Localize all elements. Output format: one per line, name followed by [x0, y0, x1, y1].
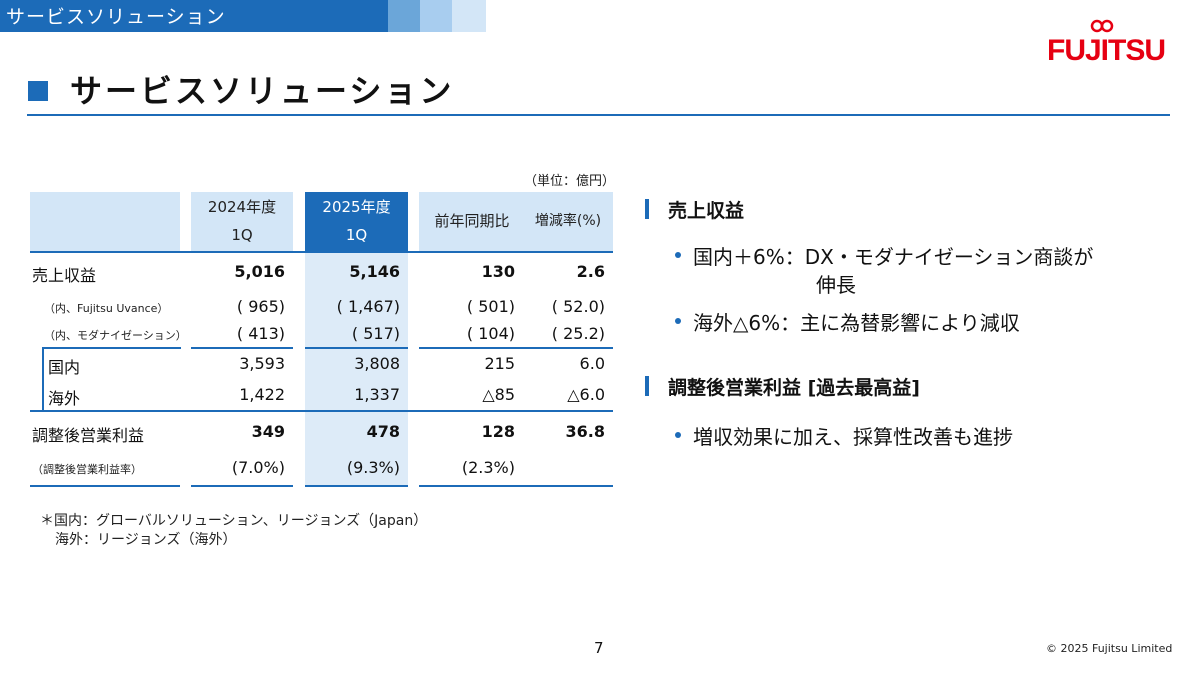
- modernization-2024: ( 413): [236, 324, 285, 343]
- uvance-yoy: ( 501): [466, 297, 515, 316]
- logo-text: FUJITSU: [1047, 34, 1166, 67]
- domestic-2025: 3,808: [354, 354, 400, 373]
- page-number: 7: [594, 639, 604, 657]
- op-profit-yoy: 128: [481, 422, 515, 441]
- bullet-icon: [675, 432, 681, 438]
- bullet-overseas: 海外△6%：主に為替影響により減収: [693, 311, 1020, 335]
- header-decor-block: [420, 0, 452, 32]
- row-label-modernization: （内、モダナイゼーション）: [44, 329, 187, 342]
- section-heading-revenue: 売上収益: [668, 200, 745, 222]
- title-rule: [27, 114, 1170, 116]
- modernization-rate: ( 25.2): [551, 324, 605, 343]
- row-label-adjusted-op-profit: 調整後営業利益: [32, 426, 145, 445]
- table-bottom-rule: [305, 485, 408, 487]
- section-heading-op-profit: 調整後営業利益 [過去最高益]: [668, 377, 920, 399]
- overseas-2025: 1,337: [354, 385, 400, 404]
- revenue-rate: 2.6: [576, 262, 605, 281]
- header-2025-year: 2025年度: [322, 198, 391, 216]
- row-rule: [305, 347, 408, 349]
- op-margin-yoy: (2.3%): [461, 458, 515, 477]
- op-profit-2024: 349: [251, 422, 285, 441]
- header-2025-cell: [305, 192, 408, 252]
- row-label-domestic: 国内: [48, 358, 81, 377]
- header-2024-year: 2024年度: [207, 198, 277, 216]
- table-header-rule: [30, 251, 613, 253]
- fujitsu-logo: FUJITSU: [1047, 16, 1167, 67]
- header-tab-label: サービスソリューション: [6, 6, 226, 28]
- row-label-revenue: 売上収益: [32, 266, 97, 285]
- revenue-2025: 5,146: [349, 262, 400, 281]
- header-growth-rate: 増減率(%): [534, 213, 602, 229]
- op-margin-2025: (9.3%): [346, 458, 400, 477]
- bullet-icon: [675, 252, 681, 258]
- row-label-uvance: （内、Fujitsu Uvance）: [44, 302, 169, 315]
- uvance-2024: ( 965): [236, 297, 285, 316]
- op-profit-rate: 36.8: [565, 422, 605, 441]
- overseas-rate: △6.0: [567, 385, 605, 404]
- row-label-overseas: 海外: [48, 389, 81, 408]
- op-margin-2024: (7.0%): [231, 458, 285, 477]
- header-2024-cell: [191, 192, 293, 252]
- domestic-yoy: 215: [484, 354, 515, 373]
- page-title: サービスソリューション: [70, 72, 455, 110]
- header-2025-quarter: 1Q: [345, 226, 368, 244]
- header-decor-block: [388, 0, 420, 32]
- row-rule: [419, 347, 613, 349]
- revenue-2024: 5,016: [234, 262, 285, 281]
- row-rule: [191, 347, 293, 349]
- overseas-yoy: △85: [482, 385, 515, 404]
- uvance-rate: ( 52.0): [551, 297, 605, 316]
- bullet-domestic: 国内＋6%：DX・モダナイゼーション商談が: [693, 245, 1094, 269]
- domestic-rate: 6.0: [579, 354, 605, 373]
- table-bottom-rule: [30, 485, 180, 487]
- revenue-yoy: 130: [481, 262, 515, 281]
- indent-rule: [42, 347, 44, 411]
- bullet-profit: 増収効果に加え、採算性改善も進捗: [693, 425, 1013, 449]
- footnote-domestic: ＊国内：グローバルソリューション、リージョンズ（Japan）: [40, 513, 428, 529]
- overseas-2024: 1,422: [239, 385, 285, 404]
- table-bottom-rule: [191, 485, 293, 487]
- header-yoy-cell: [419, 192, 613, 252]
- uvance-2025: ( 1,467): [336, 297, 400, 316]
- infinity-icon: [1090, 19, 1114, 33]
- domestic-2024: 3,593: [239, 354, 285, 373]
- op-profit-2025: 478: [366, 422, 400, 441]
- fy2025-column-highlight: [305, 252, 408, 486]
- header-yoy: 前年同期比: [434, 212, 510, 230]
- footnote-overseas: 海外：リージョンズ（海外）: [55, 532, 237, 548]
- row-rule: [30, 410, 613, 412]
- header-label-cell: [30, 192, 180, 252]
- unit-label: （単位：億円）: [524, 174, 616, 189]
- section-marker: [645, 199, 649, 219]
- modernization-2025: ( 517): [351, 324, 400, 343]
- row-label-op-margin: （調整後営業利益率）: [32, 463, 142, 476]
- modernization-yoy: ( 104): [466, 324, 515, 343]
- header-2024-quarter: 1Q: [231, 226, 253, 244]
- header-decor-block: [452, 0, 486, 32]
- title-marker: [28, 81, 48, 101]
- copyright: © 2025 Fujitsu Limited: [1046, 642, 1173, 655]
- bullet-icon: [675, 318, 681, 324]
- table-bottom-rule: [419, 485, 613, 487]
- bullet-domestic-cont: 伸長: [816, 273, 856, 297]
- header-tab: サービスソリューション: [0, 0, 388, 32]
- row-rule: [42, 347, 181, 349]
- section-marker: [645, 376, 649, 396]
